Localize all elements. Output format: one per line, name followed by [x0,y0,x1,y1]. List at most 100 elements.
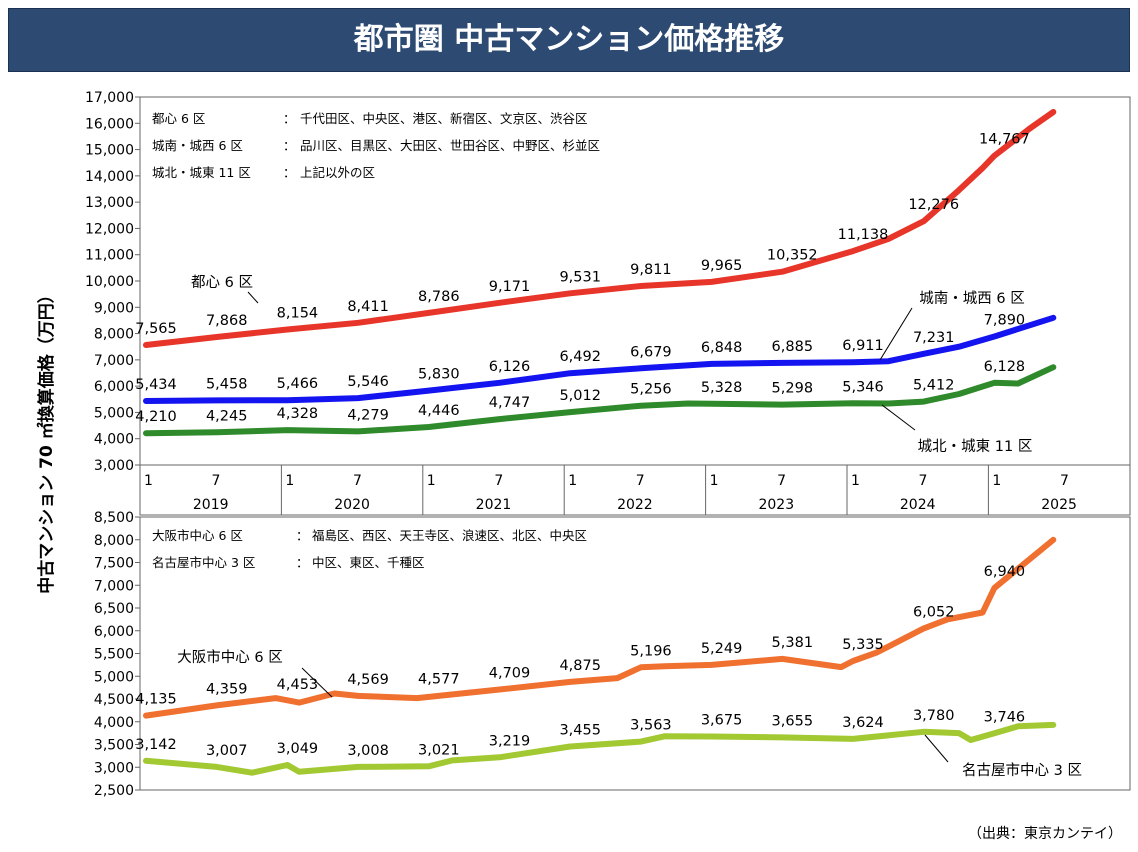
y-tick-label: 7,000 [94,353,134,369]
data-label: 3,675 [701,713,743,729]
legend-note-desc: 中区、東区、千種区 [312,555,425,570]
data-label: 3,655 [772,713,814,729]
y-tick-label: 2,500 [94,783,134,799]
data-label: 4,279 [347,407,389,423]
y-tick-label: 6,000 [94,624,134,640]
data-label: 5,434 [135,377,177,393]
y-tick-label: 11,000 [85,248,134,264]
data-label: 4,210 [135,409,177,425]
data-label: 6,848 [701,340,743,356]
y-tick-label: 6,000 [94,379,134,395]
x-tick-label: 7 [353,473,362,489]
callout-leader-line [879,307,913,361]
data-label: 3,624 [842,715,884,731]
x-tick-label: 7 [636,473,645,489]
data-label: 5,298 [772,381,814,397]
series-line [143,721,1057,776]
callout-leader-line [247,291,259,304]
x-year-label: 2021 [476,497,512,513]
data-label: 3,563 [630,718,672,734]
data-label: 6,885 [772,339,814,355]
y-tick-label: 4,000 [94,432,134,448]
data-label: 3,008 [347,743,389,759]
callout-leader-line [301,667,333,698]
data-label: 8,154 [277,306,319,322]
y-tick-label: 8,000 [94,533,134,549]
y-tick-label: 5,000 [94,669,134,685]
data-label: 5,381 [772,635,814,651]
callout-leader-line [924,734,949,763]
data-label: 12,276 [908,197,959,213]
data-label: 5,335 [842,637,884,653]
legend-note-desc: 上記以外の区 [300,165,375,180]
legend-note-separator: ： [283,138,296,153]
x-tick-label: 1 [285,473,294,489]
data-label: 6,492 [559,349,601,365]
source-note: （出典：東京カンテイ） [968,826,1122,842]
data-label: 7,890 [984,312,1026,328]
x-tick-label: 7 [919,473,928,489]
legend-note-desc: 千代田区、中央区、港区、新宿区、文京区、渋谷区 [300,111,588,126]
data-label: 7,868 [206,313,248,329]
legend-note-desc: 福島区、西区、天王寺区、浪速区、北区、中央区 [312,528,587,543]
y-tick-label: 7,000 [94,578,134,594]
x-tick-label: 1 [851,473,860,489]
y-tick-label: 3,000 [94,760,134,776]
y-tick-label: 4,500 [94,692,134,708]
data-label: 6,679 [630,344,672,360]
y-tick-label: 17,000 [85,90,134,106]
data-label: 4,875 [559,658,601,674]
data-label: 5,830 [418,367,460,383]
series-label: 都心 6 区 [191,274,253,291]
legend-note-name: 名古屋市中心 3 区 [152,555,255,570]
data-label: 3,746 [984,709,1026,725]
data-label: 3,219 [489,733,531,749]
data-label: 9,965 [701,258,743,274]
y-tick-label: 8,500 [94,510,134,526]
y-tick-label: 6,500 [94,601,134,617]
legend-note-name: 都心 6 区 [152,111,205,126]
data-label: 5,328 [701,380,743,396]
x-tick-label: 7 [212,473,221,489]
data-label: 7,231 [913,330,955,346]
y-tick-label: 4,000 [94,715,134,731]
legend-note-separator: ： [283,165,296,180]
data-label: 6,126 [489,359,531,375]
series-label: 大阪市中心 6 区 [177,649,282,666]
legend-note-separator: ： [296,528,309,543]
data-label: 5,196 [630,643,672,659]
y-tick-label: 9,000 [94,300,134,316]
y-tick-label: 14,000 [85,169,134,185]
data-label: 4,577 [418,671,460,687]
series-line [143,109,1057,348]
data-label: 3,021 [418,742,460,758]
x-year-label: 2023 [758,497,794,513]
x-tick-label: 7 [1060,473,1069,489]
x-year-label: 2022 [617,497,653,513]
data-label: 6,911 [842,338,884,354]
callout-leader-line [881,404,916,431]
y-tick-label: 16,000 [85,116,134,132]
x-year-label: 2025 [1041,497,1077,513]
data-label: 9,171 [489,279,531,295]
y-tick-label: 8,000 [94,327,134,343]
data-label: 4,328 [277,406,319,422]
data-label: 4,747 [489,395,531,411]
series-label: 城北・城東 11 区 [918,438,1033,455]
data-label: 5,249 [701,641,743,657]
y-tick-label: 12,000 [85,221,134,237]
data-label: 6,940 [984,564,1026,580]
data-label: 6,128 [984,359,1026,375]
data-label: 7,565 [135,321,177,337]
data-label: 3,007 [206,743,248,759]
x-tick-label: 7 [777,473,786,489]
y-tick-label: 3,500 [94,738,134,754]
series-line [143,364,1057,437]
data-label: 4,245 [206,408,248,424]
data-label: 11,138 [838,227,889,243]
y-tick-label: 15,000 [85,143,134,159]
data-label: 5,546 [347,374,389,390]
data-label: 9,811 [630,262,672,278]
y-tick-label: 7,500 [94,556,134,572]
